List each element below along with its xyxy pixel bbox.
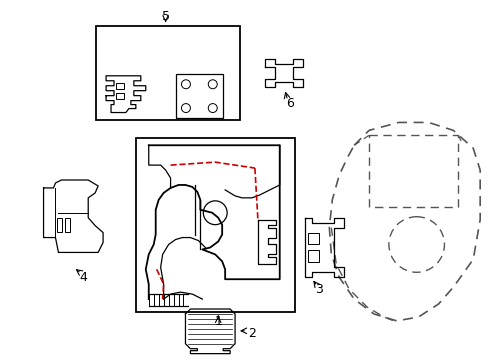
Text: 1: 1 (214, 315, 222, 328)
Bar (136, 138, 294, 312)
Circle shape (181, 104, 190, 113)
Bar (116, 93, 123, 99)
Bar (175, 74, 223, 118)
Bar (96, 26, 240, 121)
Bar (307, 251, 319, 262)
Circle shape (208, 104, 217, 113)
Bar (307, 233, 319, 244)
Text: 5: 5 (161, 10, 169, 23)
Text: 3: 3 (315, 283, 323, 296)
Text: 4: 4 (79, 271, 87, 284)
Bar (57, 218, 62, 231)
Text: 6: 6 (285, 97, 293, 110)
Bar (65, 218, 70, 231)
Circle shape (181, 80, 190, 89)
Bar (116, 83, 123, 89)
Bar (368, 135, 457, 207)
Circle shape (208, 80, 217, 89)
Text: 2: 2 (247, 327, 255, 340)
